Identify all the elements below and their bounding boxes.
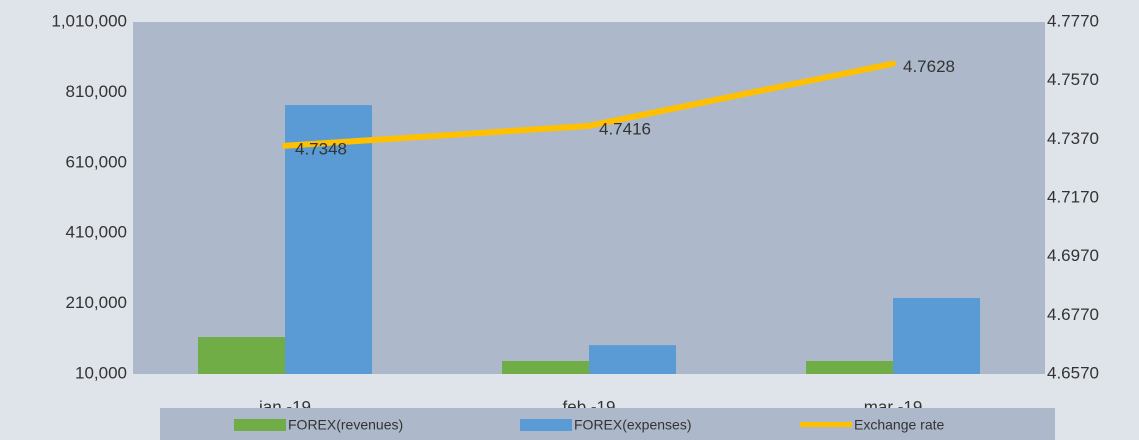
data-label: 4.7628 (903, 57, 955, 76)
y-tick-label: 610,000 (66, 152, 127, 171)
legend-box (160, 408, 1055, 440)
y-tick-label: 410,000 (66, 223, 127, 242)
line (282, 60, 896, 149)
legend-swatch (800, 422, 852, 427)
y2-tick-label: 4.6970 (1047, 246, 1099, 265)
data-label: 4.7348 (295, 139, 347, 158)
y-tick-label: 10,000 (75, 363, 127, 382)
y2-tick-label: 4.6570 (1047, 363, 1099, 382)
bar (806, 360, 893, 374)
y2-tick-label: 4.7170 (1047, 187, 1099, 206)
bar (893, 297, 980, 374)
y2-tick-label: 4.6770 (1047, 305, 1099, 324)
y-tick-label: 210,000 (66, 293, 127, 312)
legend-swatch (520, 419, 572, 431)
y2-tick-label: 4.7570 (1047, 70, 1099, 89)
bar (285, 105, 372, 375)
y-tick-label: 810,000 (66, 82, 127, 101)
legend-label: FOREX(revenues) (288, 417, 403, 433)
y2-tick-label: 4.7370 (1047, 129, 1099, 148)
legend-label: Exchange rate (854, 417, 944, 433)
bar (198, 337, 285, 374)
data-label: 4.7416 (599, 119, 651, 138)
legend-swatch (234, 419, 286, 431)
y2-tick-label: 4.7770 (1047, 11, 1099, 30)
bar (502, 360, 589, 374)
legend-label: FOREX(expenses) (574, 417, 691, 433)
y-tick-label: 1,010,000 (51, 11, 127, 30)
bar (589, 345, 676, 374)
